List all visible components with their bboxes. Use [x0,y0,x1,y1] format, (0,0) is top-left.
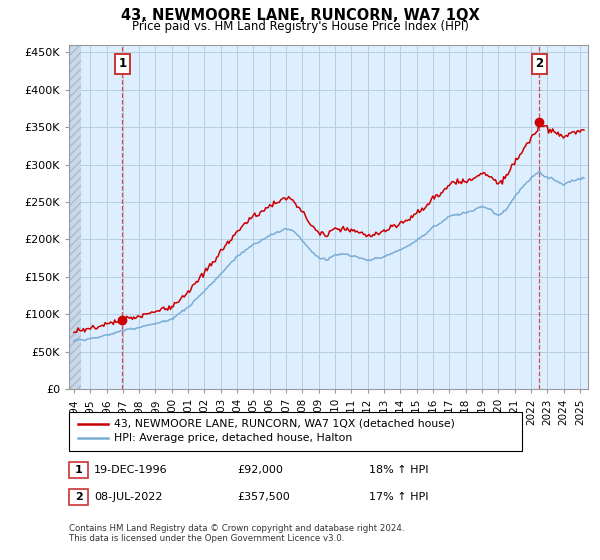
Text: Price paid vs. HM Land Registry's House Price Index (HPI): Price paid vs. HM Land Registry's House … [131,20,469,32]
Text: £92,000: £92,000 [237,465,283,475]
Text: £357,500: £357,500 [237,492,290,502]
Text: 18% ↑ HPI: 18% ↑ HPI [369,465,428,475]
Text: 43, NEWMOORE LANE, RUNCORN, WA7 1QX (detached house): 43, NEWMOORE LANE, RUNCORN, WA7 1QX (det… [114,419,455,429]
Text: 43, NEWMOORE LANE, RUNCORN, WA7 1QX: 43, NEWMOORE LANE, RUNCORN, WA7 1QX [121,8,479,24]
Bar [69,45,81,389]
Text: 08-JUL-2022: 08-JUL-2022 [94,492,163,502]
Text: HPI: Average price, detached house, Halton: HPI: Average price, detached house, Halt… [114,433,352,444]
Text: 1: 1 [75,465,82,475]
Text: Contains HM Land Registry data © Crown copyright and database right 2024.
This d: Contains HM Land Registry data © Crown c… [69,524,404,543]
Text: 17% ↑ HPI: 17% ↑ HPI [369,492,428,502]
Text: 1: 1 [118,57,127,70]
Text: 2: 2 [75,492,82,502]
Text: 2: 2 [535,57,544,70]
Text: 19-DEC-1996: 19-DEC-1996 [94,465,168,475]
